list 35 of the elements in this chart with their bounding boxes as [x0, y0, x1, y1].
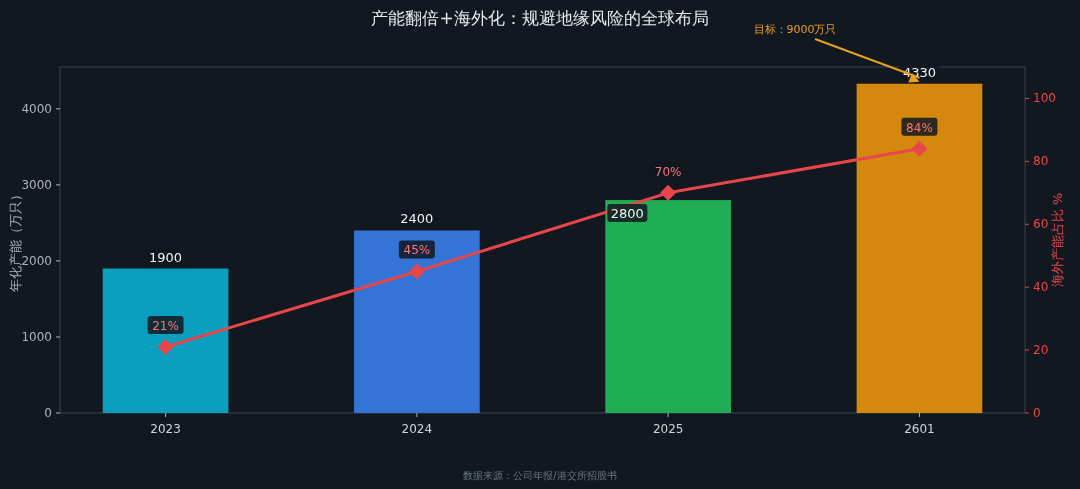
y-tick-label: 3000 — [21, 177, 52, 192]
y2-tick-label: 60 — [1033, 217, 1049, 232]
data-label: 70% — [654, 164, 682, 179]
data-label: 1900 — [149, 249, 183, 265]
x-tick-label: 2025 — [652, 422, 684, 436]
bar — [354, 230, 480, 413]
data-label: 84% — [906, 120, 933, 135]
y-axis-title: 年化产能（万只） — [8, 188, 23, 292]
y2-tick-label: 0 — [1033, 406, 1041, 420]
y-tick-label: 2000 — [21, 253, 52, 268]
bar — [856, 83, 983, 413]
y2-tick-label: 40 — [1033, 280, 1049, 295]
y2-tick-label: 20 — [1033, 343, 1049, 358]
y2-tick-label: 100 — [1033, 91, 1056, 106]
point — [660, 184, 677, 201]
bar — [102, 268, 229, 413]
x-tick-label: 2601 — [904, 422, 935, 436]
data-label: 2400 — [400, 211, 434, 227]
point — [911, 140, 928, 157]
data-label: 45% — [403, 243, 431, 258]
point — [408, 263, 425, 280]
y-tick-label: 0 — [44, 406, 52, 420]
data-label: 21% — [152, 318, 179, 333]
x-tick-label: 2024 — [401, 422, 433, 436]
y2-axis-title: 海外产能占比 % — [1050, 192, 1065, 288]
chart-title: 产能翻倍+海外化：规避地缘风险的全球布局 — [371, 8, 709, 28]
y-tick-label: 1000 — [21, 329, 52, 344]
x-tick-label: 2023 — [150, 422, 181, 436]
y-tick-label: 4000 — [21, 101, 52, 116]
source-note: 数据来源：公司年报/港交所招股书 — [463, 470, 617, 481]
data-label: 2800 — [610, 206, 644, 222]
y2-tick-label: 80 — [1033, 154, 1049, 169]
annotation: 目标：9000万只 — [753, 23, 837, 36]
bar — [605, 200, 731, 413]
point — [157, 338, 174, 355]
